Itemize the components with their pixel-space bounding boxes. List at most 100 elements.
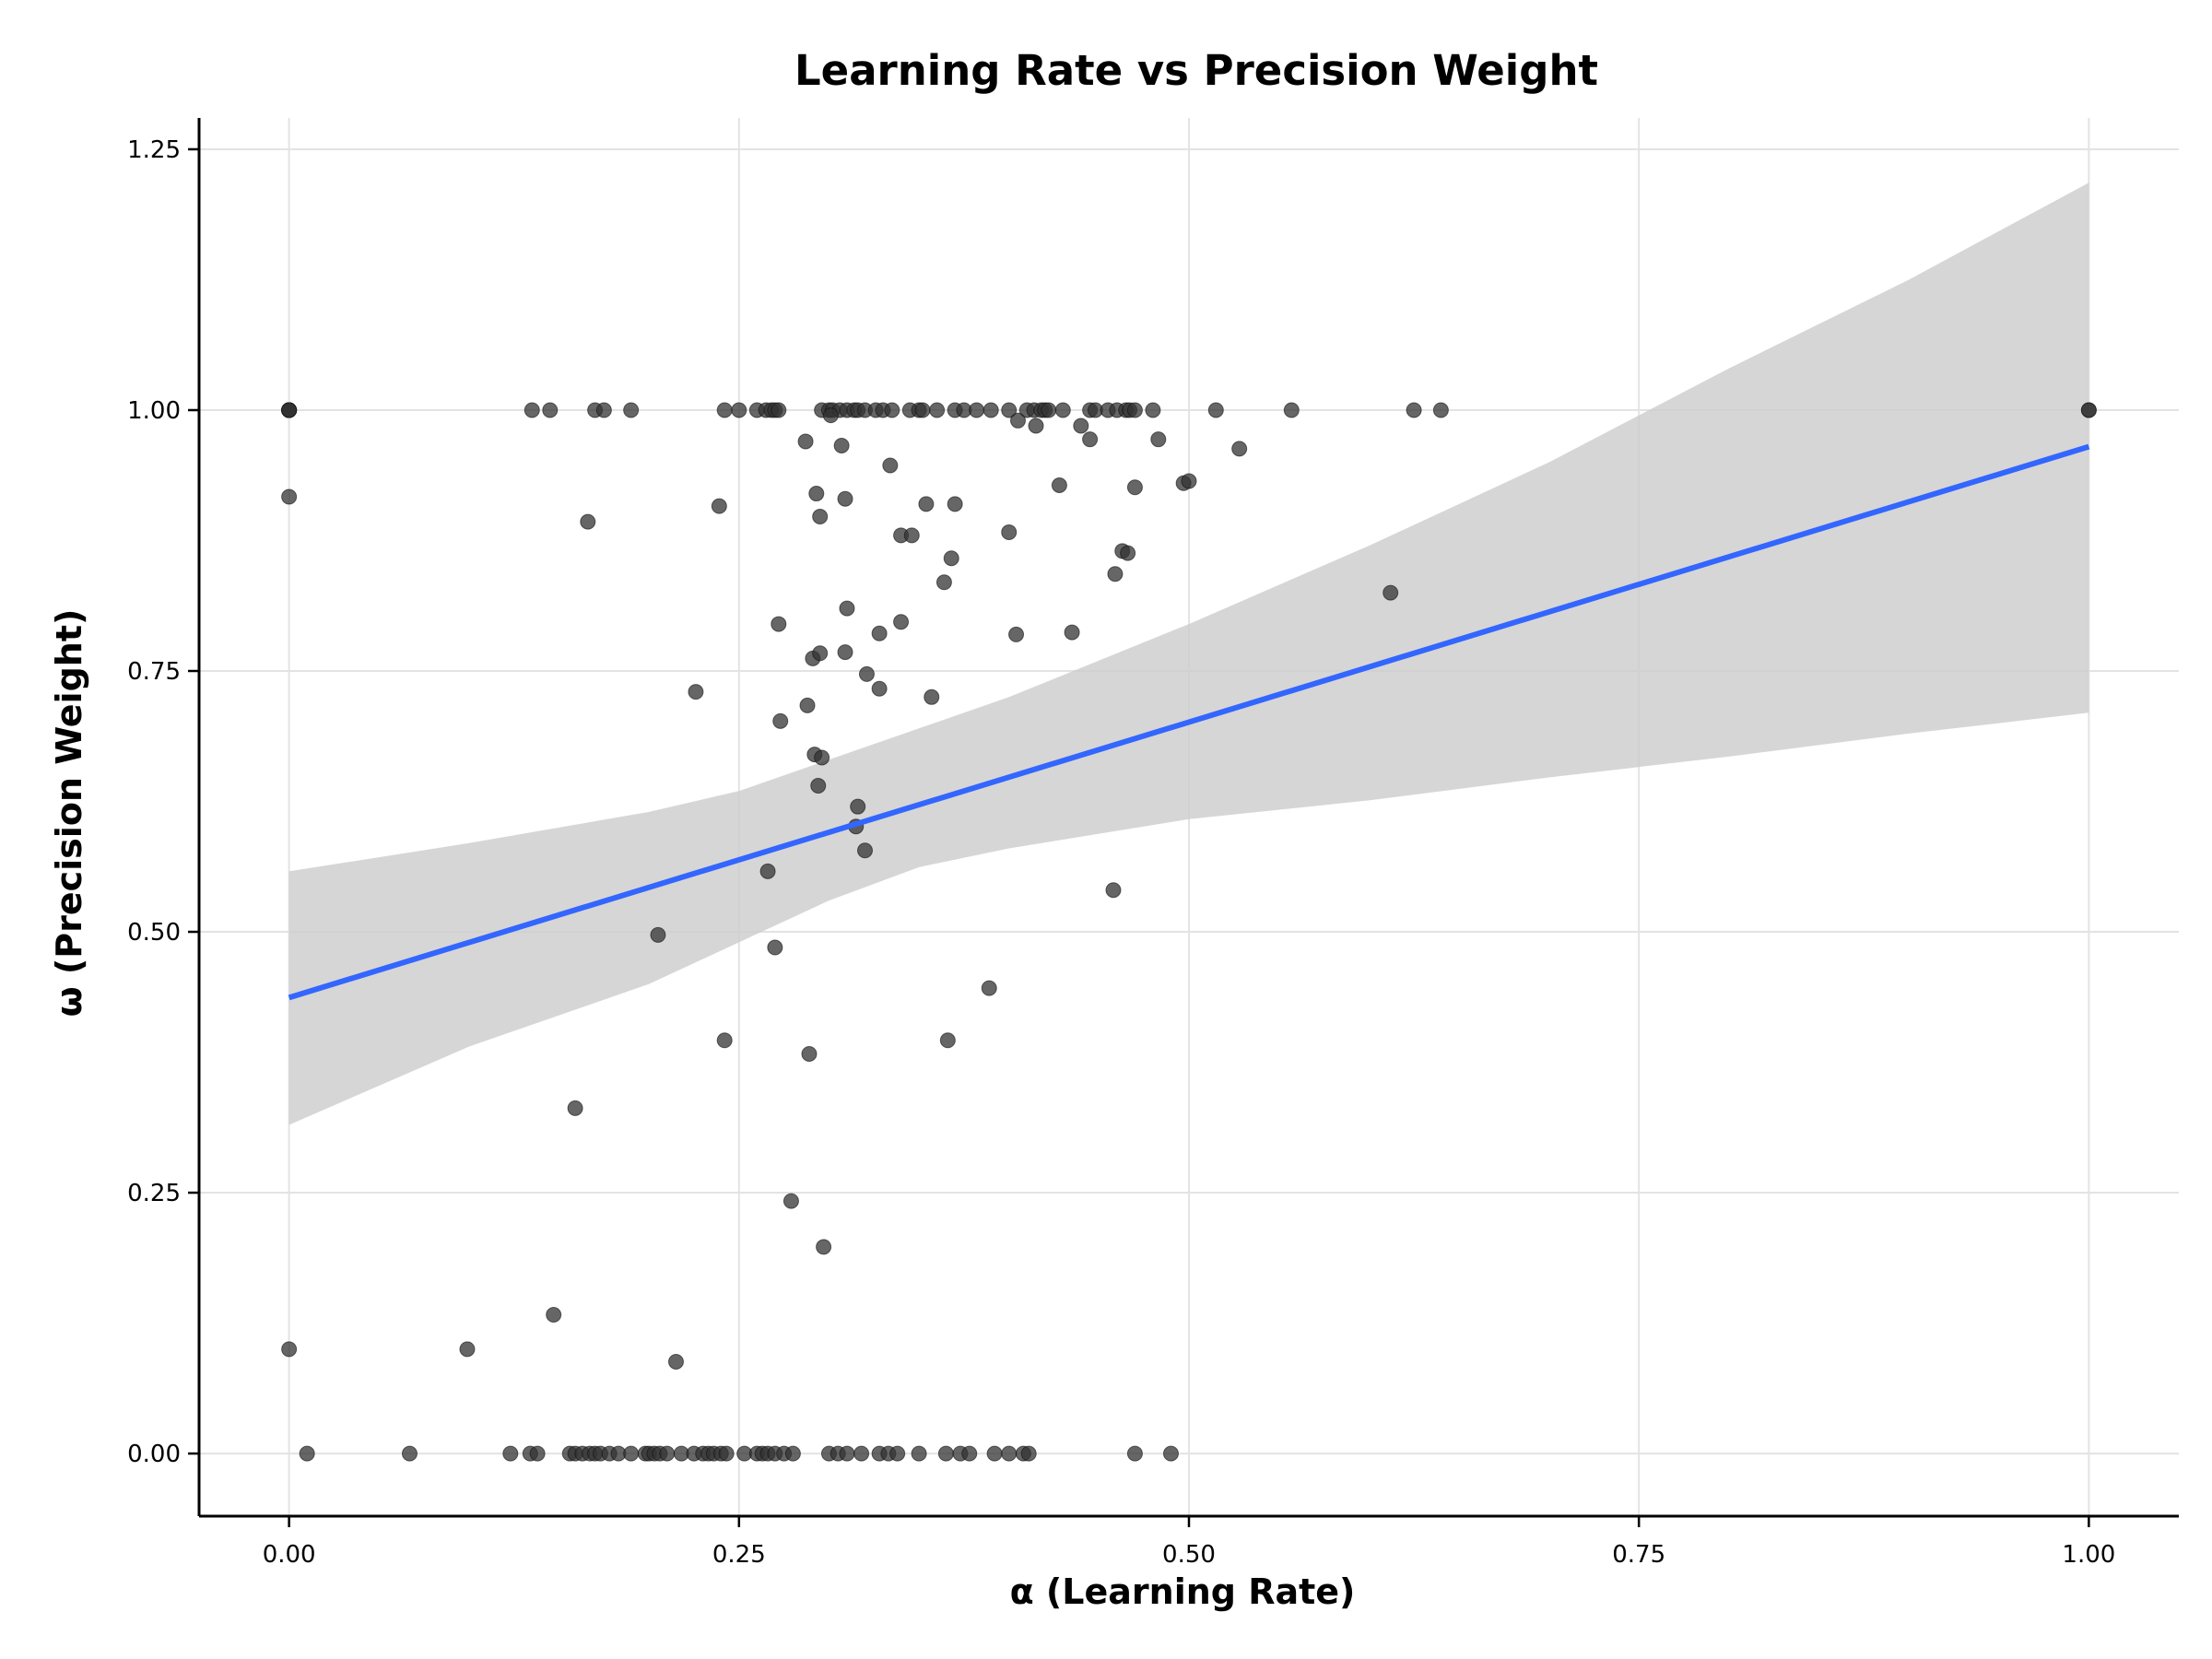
scatter-point (924, 688, 940, 705)
scatter-point (784, 1445, 801, 1462)
scatter-point (947, 496, 963, 512)
scatter-point (982, 402, 999, 418)
scatter-point (1150, 431, 1167, 448)
scatter-point (810, 778, 827, 794)
x-tick-label: 0.75 (1612, 1541, 1665, 1569)
scatter-point (567, 1100, 583, 1116)
scatter-point (937, 1445, 954, 1462)
scatter-point (782, 1193, 799, 1209)
scatter-point (1082, 431, 1099, 448)
x-tick-label: 0.50 (1162, 1541, 1216, 1569)
trend-line (288, 443, 2090, 1001)
x-tick-label: 0.25 (712, 1541, 766, 1569)
scatter-point (935, 574, 952, 591)
y-tick-label: 0.25 (127, 1180, 181, 1207)
scatter-point (871, 680, 888, 697)
scatter-point (853, 1445, 870, 1462)
scatter-point (524, 402, 540, 418)
scatter-point (731, 402, 747, 418)
scatter-point (986, 1445, 1003, 1462)
scatter-point (839, 1445, 855, 1462)
scatter-point (529, 1445, 546, 1462)
scatter-point (1073, 418, 1089, 434)
scatter-point (808, 486, 825, 502)
scatter-point (850, 798, 866, 815)
scatter-point (716, 1032, 733, 1049)
scatter-point (688, 684, 704, 700)
scatter-point (771, 402, 787, 418)
scatter-point (659, 1445, 676, 1462)
scatter-point (1382, 584, 1399, 601)
scatter-point (1001, 524, 1018, 540)
y-tick-label: 0.75 (127, 658, 181, 686)
scatter-point (1105, 882, 1122, 899)
scatter-point (1054, 402, 1071, 418)
scatter-point (1126, 402, 1143, 418)
x-axis-label: α (Learning Rate) (1010, 1571, 1356, 1612)
scatter-point (580, 513, 596, 530)
scatter-point (943, 550, 959, 567)
y-tick-label: 1.00 (127, 397, 181, 425)
scatter-point (801, 1045, 818, 1062)
scatter-point (871, 625, 888, 641)
scatter-point (882, 457, 899, 474)
scatter-point (623, 402, 640, 418)
scatter-point (812, 645, 829, 662)
scatter-point (1406, 402, 1422, 418)
trend-line-group (288, 443, 2090, 1001)
y-ticks: 0.00 0.25 0.50 0.75 1.00 1.25 (127, 136, 199, 1468)
y-tick-label: 0.50 (127, 919, 181, 947)
scatter-point (542, 402, 559, 418)
scatter-point (401, 1445, 418, 1462)
scatter-point (822, 407, 839, 424)
scatter-point (812, 508, 829, 524)
scatter-point (718, 1445, 735, 1462)
scatter-point (1001, 402, 1018, 418)
scatter-point (2080, 402, 2097, 418)
scatter-points (281, 402, 2097, 1462)
scatter-point (903, 527, 920, 544)
scatter-point (889, 1445, 906, 1462)
scatter-point (858, 665, 875, 682)
scatter-point (1126, 1445, 1143, 1462)
scatter-point (1009, 412, 1026, 429)
x-tick-label: 1.00 (2062, 1541, 2115, 1569)
scatter-point (911, 1445, 927, 1462)
scatter-point (839, 600, 855, 617)
scatter-point (623, 1445, 640, 1462)
scatter-point (1028, 418, 1044, 434)
y-tick-label: 0.00 (127, 1441, 181, 1468)
scatter-point (918, 496, 935, 512)
scatter-point (1207, 402, 1224, 418)
scatter-point (1064, 624, 1080, 641)
scatter-point (797, 433, 814, 450)
scatter-point (981, 980, 997, 996)
scatter-point (759, 863, 776, 879)
scatter-point (1020, 1445, 1037, 1462)
scatter-point (1051, 477, 1067, 493)
scatter-point (1107, 566, 1124, 582)
scatter-point (650, 926, 666, 943)
scatter-point (914, 402, 931, 418)
scatter-point (716, 402, 733, 418)
scatter-point (281, 488, 298, 505)
scatter-point (816, 1239, 832, 1255)
scatter-point (1126, 479, 1143, 496)
scatter-point (1432, 402, 1449, 418)
scatter-point (893, 614, 910, 630)
scatter-point (767, 939, 783, 956)
scatter-point (502, 1445, 519, 1462)
scatter-point (833, 437, 850, 453)
scatter-point (772, 712, 789, 729)
scatter-point (1283, 402, 1300, 418)
scatter-point (771, 616, 787, 632)
x-ticks: 0.00 0.25 0.50 0.75 1.00 (263, 1516, 2115, 1569)
scatter-point (799, 697, 816, 713)
scatter-point (1041, 402, 1057, 418)
scatter-point (711, 498, 727, 514)
confidence-band-group (288, 182, 2089, 1125)
chart-title: Learning Rate vs Precision Weight (794, 46, 1598, 95)
confidence-band (288, 182, 2089, 1125)
scatter-point (857, 842, 874, 859)
